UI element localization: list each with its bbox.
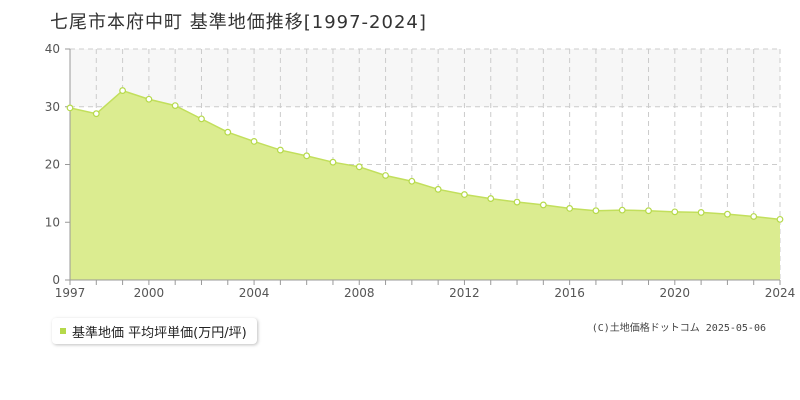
- data-point: [461, 191, 468, 198]
- y-tick-label: 30: [45, 100, 60, 114]
- data-point: [750, 213, 758, 220]
- copyright-text: (C)土地価格ドットコム 2025-05-06: [591, 323, 766, 334]
- legend: 基準地価 平均坪単価(万円/坪): [52, 318, 257, 344]
- data-point: [513, 198, 521, 206]
- x-tick-label: 2024: [765, 286, 796, 300]
- data-point: [198, 115, 205, 123]
- data-point: [92, 110, 100, 118]
- data-point: [224, 128, 232, 136]
- x-tick-labels: 1997 2000 2004 2008 2012 2016 2020 2024: [55, 286, 796, 300]
- data-point: [276, 146, 284, 154]
- data-point: [355, 163, 363, 171]
- grid-band: [70, 49, 780, 107]
- y-tick-labels: 0 10 20 30 40: [45, 42, 60, 287]
- data-point: [145, 95, 153, 103]
- data-point: [592, 207, 600, 215]
- y-tick-label: 10: [45, 215, 60, 229]
- data-point: [618, 206, 626, 214]
- data-point: [119, 87, 126, 94]
- series-line: [69, 89, 781, 221]
- data-point: [776, 215, 784, 223]
- data-point: [671, 208, 679, 216]
- data-point: [539, 201, 547, 209]
- x-tick-label: 2020: [660, 286, 691, 300]
- data-point: [250, 137, 258, 145]
- data-point: [171, 102, 179, 109]
- legend-label: 基準地価 平均坪単価(万円/坪): [72, 325, 247, 341]
- axes: [65, 48, 781, 285]
- x-tick-label: 2000: [134, 286, 165, 300]
- y-tick-label: 40: [45, 42, 60, 56]
- x-tick-label: 2004: [239, 286, 270, 300]
- x-tick-label: 2016: [554, 286, 585, 300]
- data-point: [566, 204, 574, 212]
- data-point: [382, 172, 389, 179]
- data-point: [434, 185, 442, 193]
- x-tick-label: 2012: [449, 286, 480, 300]
- x-tick-label: 1997: [55, 286, 86, 300]
- chart-svg: 1997 2000 2004 2008 2012 2016 2020 2024 0 10 20 30…: [45, 42, 796, 300]
- data-point: [697, 209, 705, 216]
- x-tick-label: 2008: [344, 286, 375, 300]
- data-point: [303, 152, 311, 160]
- data-point: [645, 207, 652, 215]
- data-point: [66, 104, 74, 112]
- data-point: [724, 210, 731, 218]
- data-point: [408, 177, 416, 185]
- y-tick-label: 0: [52, 273, 60, 287]
- y-tick-label: 20: [45, 158, 60, 172]
- chart-title: 七尾市本府中町 基準地価推移[1997-2024]: [50, 12, 427, 33]
- data-point: [487, 195, 495, 202]
- legend-marker: [60, 328, 66, 334]
- data-points: [66, 87, 784, 223]
- data-point: [329, 158, 337, 166]
